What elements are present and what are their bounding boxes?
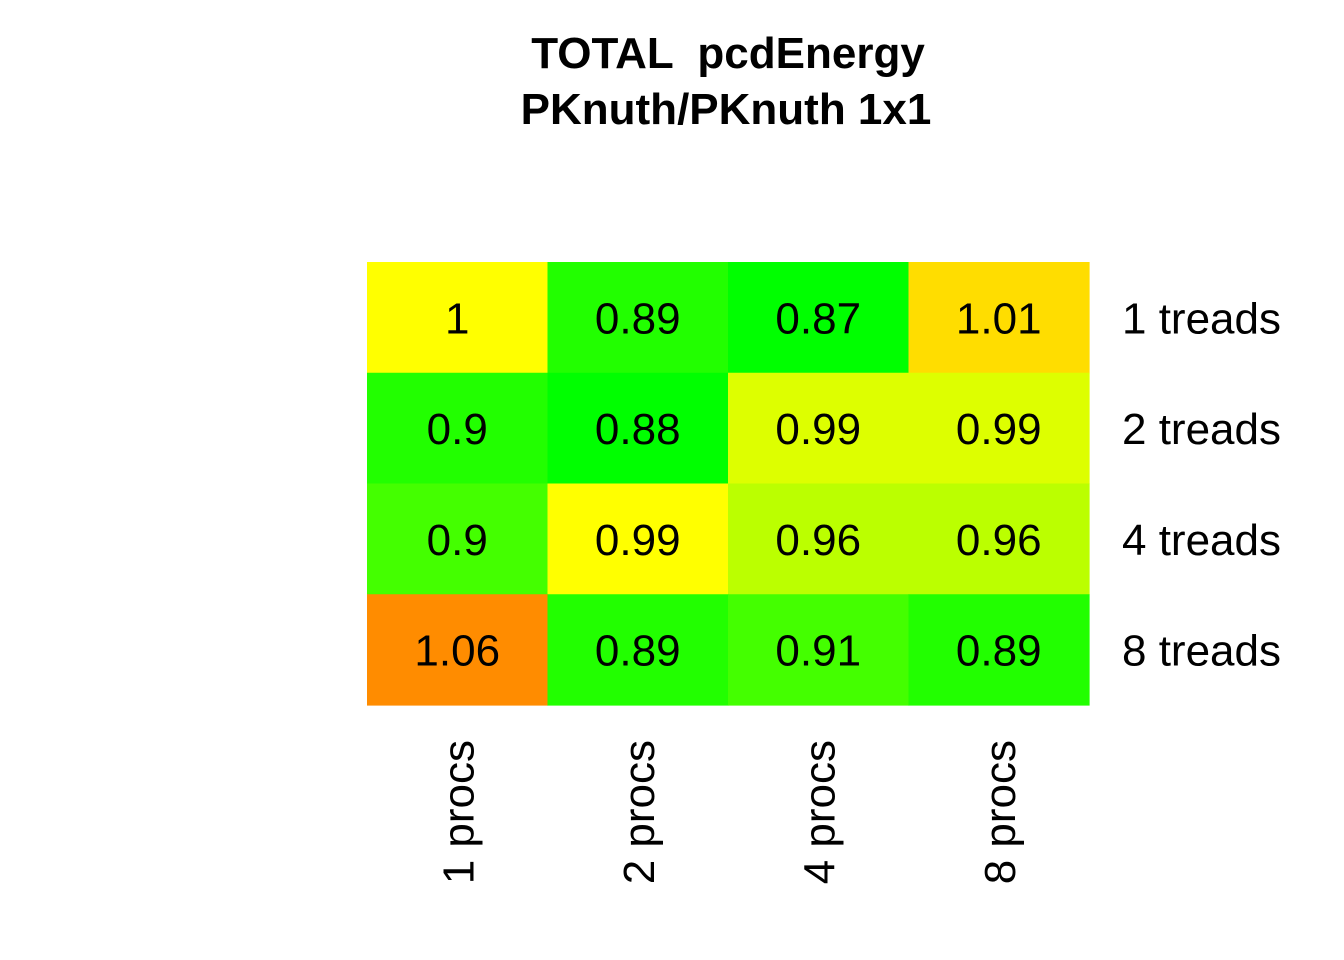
cell-value-label: 0.9 (427, 516, 488, 565)
heatmap-cell (367, 483, 549, 595)
heatmap-cell (908, 594, 1090, 706)
heatmap-cell (728, 262, 910, 374)
chart-title-line-1: TOTAL pcdEnergy (531, 29, 925, 78)
heatmap-cell (908, 262, 1090, 374)
cell-value-label: 0.99 (956, 405, 1042, 454)
column-labels: 1 procs 2 procs 4 procs 8 procs (434, 740, 1025, 884)
cell-value-label: 0.89 (595, 294, 681, 343)
heatmap-cell (367, 372, 549, 485)
heatmap-cell (367, 262, 549, 374)
row-label: 2 treads (1122, 405, 1281, 454)
column-label: 4 procs (795, 740, 844, 884)
cell-value-label: 0.9 (427, 405, 488, 454)
heatmap-cell (728, 483, 910, 595)
heatmap-cell (908, 372, 1090, 485)
column-label: 8 procs (976, 740, 1025, 884)
row-label: 4 treads (1122, 516, 1281, 565)
cell-value-label: 0.89 (956, 627, 1042, 676)
cell-value-label: 0.91 (775, 627, 861, 676)
cell-value-label: 1.01 (956, 294, 1042, 343)
cell-value-label: 0.99 (595, 516, 681, 565)
cell-value-label: 0.88 (595, 405, 681, 454)
heatmap-cell (367, 594, 549, 706)
heatmap-cell (547, 262, 729, 374)
heatmap-cell-labels: 1 0.89 0.87 1.01 0.9 0.88 0.99 0.99 0.9 0.99 0.96 0… (414, 294, 1041, 675)
cell-value-label: 0.87 (775, 294, 861, 343)
row-label: 1 treads (1122, 294, 1281, 343)
cell-value-label: 0.96 (775, 516, 861, 565)
heatmap-cells (367, 262, 1090, 706)
cell-value-label: 1 (445, 294, 469, 343)
heatmap-cell (728, 594, 910, 706)
row-label: 8 treads (1122, 627, 1281, 676)
cell-value-label: 0.89 (595, 627, 681, 676)
column-label: 2 procs (615, 740, 664, 884)
heatmap-cell (908, 483, 1090, 595)
heatmap-cell (547, 594, 729, 706)
chart-title-line-2: PKnuth/PKnuth 1x1 (521, 85, 932, 134)
cell-value-label: 1.06 (414, 627, 500, 676)
heatmap-cell (547, 372, 729, 485)
cell-value-label: 0.96 (956, 516, 1042, 565)
heatmap-cell (547, 483, 729, 595)
row-labels: 1 treads 2 treads 4 treads 8 treads (1122, 294, 1281, 675)
cell-value-label: 0.99 (775, 405, 861, 454)
column-label: 1 procs (434, 740, 483, 884)
heatmap-cell (728, 372, 910, 485)
